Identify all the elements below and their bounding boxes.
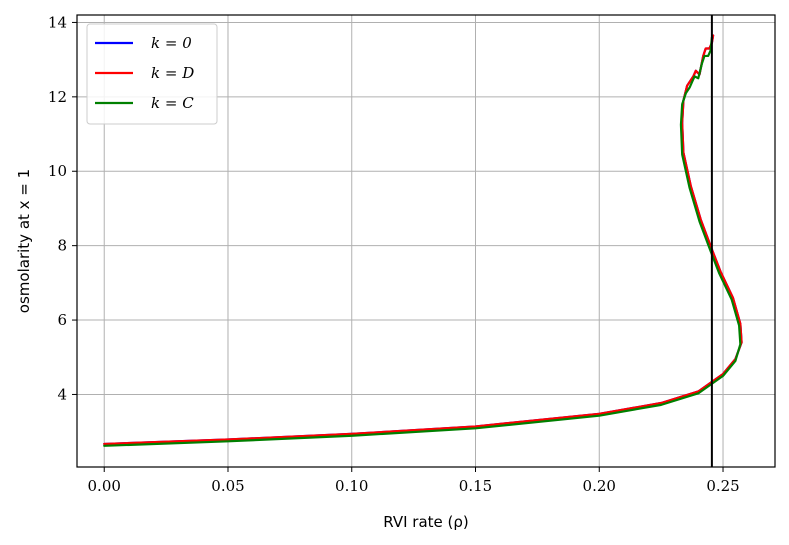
y-tick-label: 14 — [48, 13, 67, 31]
legend-label-0: k = 0 — [151, 34, 192, 52]
y-tick-label: 10 — [48, 162, 67, 180]
series-layer — [103, 34, 743, 447]
series-line-2 — [103, 36, 742, 447]
x-axis-label: RVI rate (ρ) — [383, 513, 469, 531]
y-tick-label: 6 — [57, 311, 67, 329]
legend-box — [86, 23, 218, 125]
x-tick-label: 0.00 — [88, 477, 121, 495]
x-tick-label: 0.10 — [335, 477, 368, 495]
legend-label-1: k = D — [151, 64, 194, 82]
x-ticks: 0.00 0.05 0.10 0.15 0.20 0.25 — [88, 467, 740, 495]
x-tick-label: 0.20 — [583, 477, 616, 495]
x-tick-label: 0.25 — [706, 477, 739, 495]
legend: k = 0 k = D k = C — [86, 23, 218, 125]
plot-frame — [76, 14, 776, 468]
y-axis-label: osmolarity at x = 1 — [15, 169, 33, 313]
y-tick-label: 12 — [48, 88, 67, 106]
y-tick-label: 4 — [57, 385, 67, 403]
x-tick-label: 0.15 — [459, 477, 492, 495]
y-ticks: 4 6 8 10 12 14 — [48, 13, 77, 403]
y-tick-label: 8 — [57, 237, 67, 255]
x-tick-label: 0.05 — [211, 477, 244, 495]
legend-label-2: k = C — [151, 94, 194, 112]
